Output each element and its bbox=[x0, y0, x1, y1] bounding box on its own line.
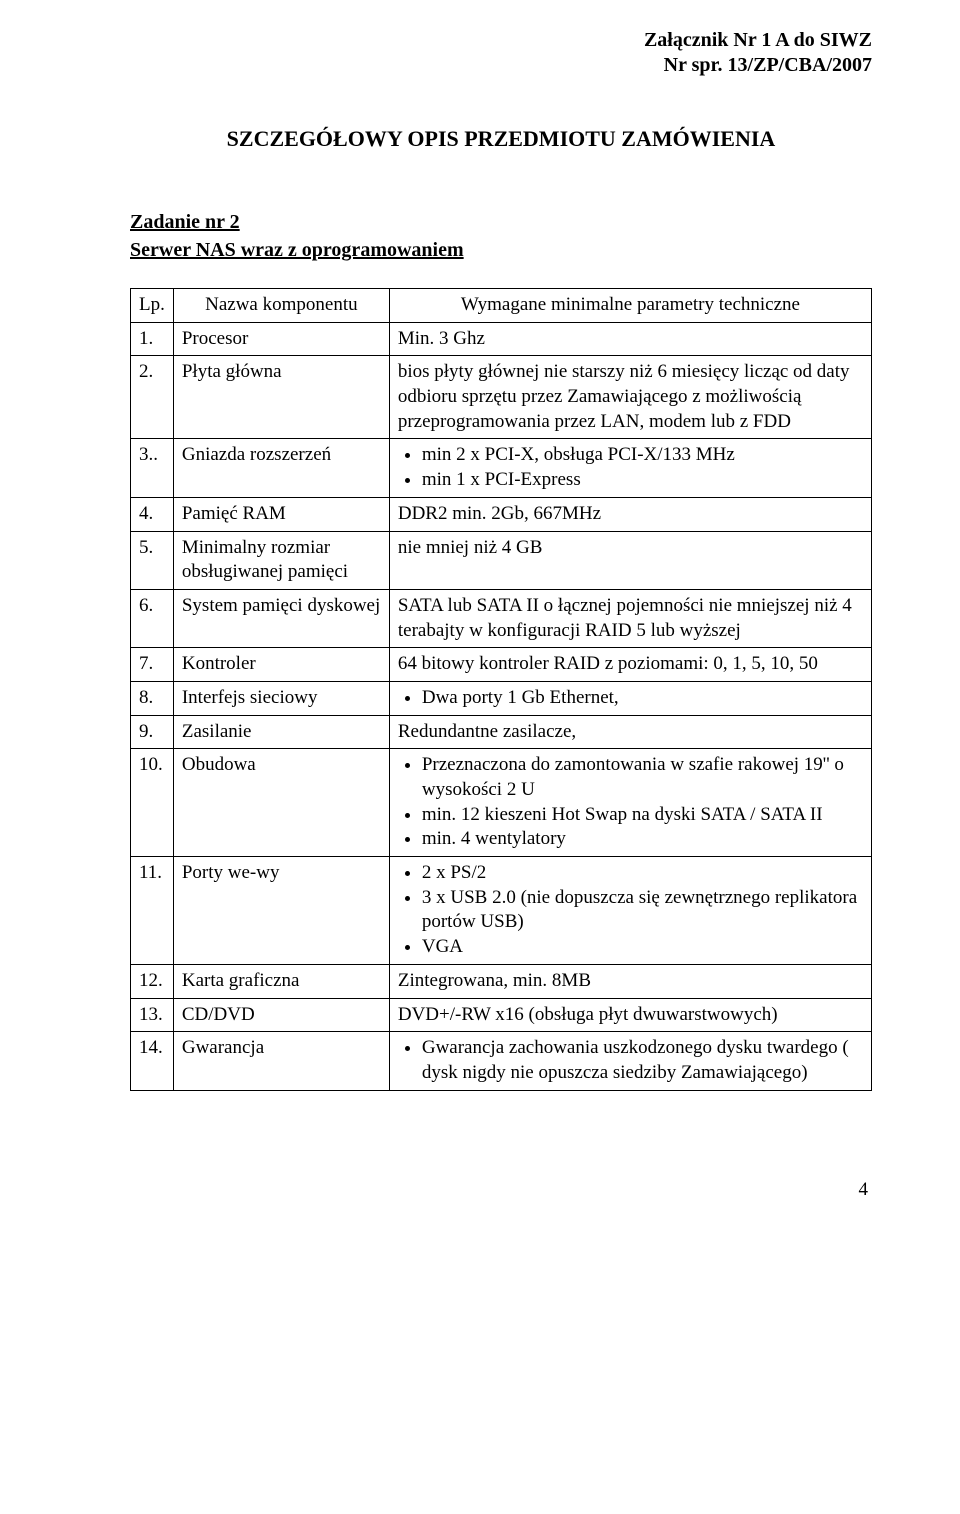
requirement-list: 2 x PS/23 x USB 2.0 (nie dopuszcza się z… bbox=[398, 861, 863, 960]
attachment-header-line2: Nr spr. 13/ZP/CBA/2007 bbox=[130, 53, 872, 78]
table-cell-name: Obudowa bbox=[173, 749, 389, 857]
requirement-list-item: min. 4 wentylatory bbox=[422, 827, 863, 852]
table-cell-requirement: nie mniej niż 4 GB bbox=[389, 531, 871, 589]
table-row: 2.Płyta głównabios płyty głównej nie sta… bbox=[131, 356, 872, 439]
table-cell-lp: 7. bbox=[131, 648, 174, 682]
requirement-list: Dwa porty 1 Gb Ethernet, bbox=[398, 686, 863, 711]
requirement-list-item: 2 x PS/2 bbox=[422, 861, 863, 886]
table-cell-lp: 11. bbox=[131, 857, 174, 965]
table-cell-name: CD/DVD bbox=[173, 998, 389, 1032]
requirement-list-item: Gwarancja zachowania uszkodzonego dysku … bbox=[422, 1036, 863, 1085]
table-cell-lp: 8. bbox=[131, 681, 174, 715]
table-header-req: Wymagane minimalne parametry techniczne bbox=[389, 289, 871, 323]
page: Załącznik Nr 1 A do SIWZ Nr spr. 13/ZP/C… bbox=[0, 0, 960, 1241]
table-cell-lp: 10. bbox=[131, 749, 174, 857]
table-cell-name: Pamięć RAM bbox=[173, 497, 389, 531]
table-header-row: Lp. Nazwa komponentu Wymagane minimalne … bbox=[131, 289, 872, 323]
requirement-list-item: Dwa porty 1 Gb Ethernet, bbox=[422, 686, 863, 711]
requirement-list-item: 3 x USB 2.0 (nie dopuszcza się zewnętrzn… bbox=[422, 886, 863, 935]
requirement-list-item: Przeznaczona do zamontowania w szafie ra… bbox=[422, 753, 863, 802]
table-row: 12.Karta graficznaZintegrowana, min. 8MB bbox=[131, 964, 872, 998]
table-row: 13.CD/DVDDVD+/-RW x16 (obsługa płyt dwuw… bbox=[131, 998, 872, 1032]
attachment-header: Załącznik Nr 1 A do SIWZ Nr spr. 13/ZP/C… bbox=[130, 28, 872, 78]
table-cell-name: Płyta główna bbox=[173, 356, 389, 439]
attachment-header-line1: Załącznik Nr 1 A do SIWZ bbox=[130, 28, 872, 53]
table-cell-lp: 1. bbox=[131, 322, 174, 356]
table-cell-requirement: DVD+/-RW x16 (obsługa płyt dwuwarstwowyc… bbox=[389, 998, 871, 1032]
requirement-list-item: min 2 x PCI-X, obsługa PCI-X/133 MHz bbox=[422, 443, 863, 468]
table-row: 10.Obudowa Przeznaczona do zamontowania w… bbox=[131, 749, 872, 857]
table-row: 6.System pamięci dyskowejSATA lub SATA I… bbox=[131, 589, 872, 647]
table-cell-requirement: DDR2 min. 2Gb, 667MHz bbox=[389, 497, 871, 531]
table-row: 7.Kontroler64 bitowy kontroler RAID z po… bbox=[131, 648, 872, 682]
table-cell-name: Gniazda rozszerzeń bbox=[173, 439, 389, 497]
table-cell-lp: 12. bbox=[131, 964, 174, 998]
table-cell-lp: 6. bbox=[131, 589, 174, 647]
table-cell-requirement: Min. 3 Ghz bbox=[389, 322, 871, 356]
document-title: SZCZEGÓŁOWY OPIS PRZEDMIOTU ZAMÓWIENIA bbox=[130, 126, 872, 152]
table-row: 11.Porty we-wy2 x PS/23 x USB 2.0 (nie d… bbox=[131, 857, 872, 965]
specification-table-body: Lp. Nazwa komponentu Wymagane minimalne … bbox=[131, 289, 872, 1091]
table-cell-name: System pamięci dyskowej bbox=[173, 589, 389, 647]
requirement-list-item: VGA bbox=[422, 935, 863, 960]
table-cell-name: Interfejs sieciowy bbox=[173, 681, 389, 715]
table-row: 4.Pamięć RAMDDR2 min. 2Gb, 667MHz bbox=[131, 497, 872, 531]
table-cell-lp: 3.. bbox=[131, 439, 174, 497]
table-cell-requirement: Gwarancja zachowania uszkodzonego dysku … bbox=[389, 1032, 871, 1090]
table-cell-name: Procesor bbox=[173, 322, 389, 356]
table-cell-lp: 4. bbox=[131, 497, 174, 531]
table-cell-name: Zasilanie bbox=[173, 715, 389, 749]
requirement-list: min 2 x PCI-X, obsługa PCI-X/133 MHzmin … bbox=[398, 443, 863, 492]
table-cell-requirement: min 2 x PCI-X, obsługa PCI-X/133 MHzmin … bbox=[389, 439, 871, 497]
table-cell-lp: 2. bbox=[131, 356, 174, 439]
page-number: 4 bbox=[130, 1179, 872, 1201]
table-header-lp: Lp. bbox=[131, 289, 174, 323]
table-row: 5.Minimalny rozmiar obsługiwanej pamięci… bbox=[131, 531, 872, 589]
table-cell-lp: 5. bbox=[131, 531, 174, 589]
task-block: Zadanie nr 2 Serwer NAS wraz z oprogramo… bbox=[130, 208, 872, 264]
table-cell-requirement: 64 bitowy kontroler RAID z poziomami: 0,… bbox=[389, 648, 871, 682]
table-cell-name: Minimalny rozmiar obsługiwanej pamięci bbox=[173, 531, 389, 589]
table-cell-requirement: bios płyty głównej nie starszy niż 6 mie… bbox=[389, 356, 871, 439]
requirement-list: Gwarancja zachowania uszkodzonego dysku … bbox=[398, 1036, 863, 1085]
table-header-name: Nazwa komponentu bbox=[173, 289, 389, 323]
table-row: 8.Interfejs sieciowy Dwa porty 1 Gb Ether… bbox=[131, 681, 872, 715]
table-cell-lp: 14. bbox=[131, 1032, 174, 1090]
task-number: Zadanie nr 2 bbox=[130, 208, 872, 236]
table-cell-name: Karta graficzna bbox=[173, 964, 389, 998]
table-row: 3..Gniazda rozszerzeńmin 2 x PCI-X, obsł… bbox=[131, 439, 872, 497]
table-cell-requirement: 2 x PS/23 x USB 2.0 (nie dopuszcza się z… bbox=[389, 857, 871, 965]
table-row: 1.ProcesorMin. 3 Ghz bbox=[131, 322, 872, 356]
table-cell-requirement: SATA lub SATA II o łącznej pojemności ni… bbox=[389, 589, 871, 647]
requirement-list-item: min 1 x PCI-Express bbox=[422, 468, 863, 493]
table-cell-lp: 9. bbox=[131, 715, 174, 749]
table-cell-name: Gwarancja bbox=[173, 1032, 389, 1090]
table-cell-requirement: Dwa porty 1 Gb Ethernet, bbox=[389, 681, 871, 715]
table-cell-requirement: Przeznaczona do zamontowania w szafie ra… bbox=[389, 749, 871, 857]
table-row: 9.ZasilanieRedundantne zasilacze, bbox=[131, 715, 872, 749]
table-cell-lp: 13. bbox=[131, 998, 174, 1032]
requirement-list-item: min. 12 kieszeni Hot Swap na dyski SATA … bbox=[422, 803, 863, 828]
table-cell-requirement: Zintegrowana, min. 8MB bbox=[389, 964, 871, 998]
specification-table: Lp. Nazwa komponentu Wymagane minimalne … bbox=[130, 288, 872, 1091]
requirement-list: Przeznaczona do zamontowania w szafie ra… bbox=[398, 753, 863, 852]
table-cell-name: Kontroler bbox=[173, 648, 389, 682]
task-subject: Serwer NAS wraz z oprogramowaniem bbox=[130, 236, 872, 264]
table-cell-requirement: Redundantne zasilacze, bbox=[389, 715, 871, 749]
table-cell-name: Porty we-wy bbox=[173, 857, 389, 965]
table-row: 14.Gwarancja Gwarancja zachowania uszkodz… bbox=[131, 1032, 872, 1090]
